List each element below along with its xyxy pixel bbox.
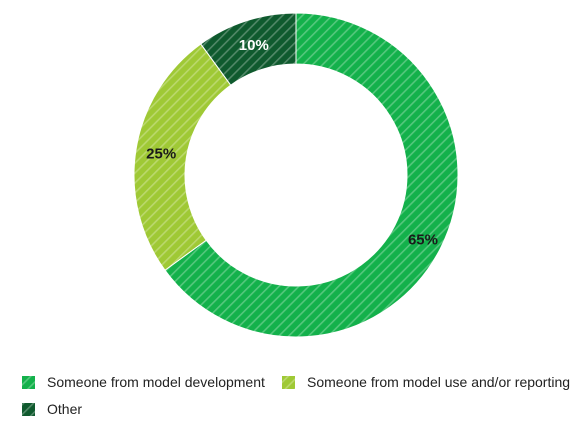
data-label-2: 10% <box>239 37 269 54</box>
slice-other <box>200 12 297 86</box>
legend-swatch-2 <box>22 403 35 416</box>
legend: Someone from model development Someone fr… <box>22 374 570 417</box>
legend-swatch-0 <box>22 376 35 389</box>
legend-label-1: Someone from model use and/or reporting <box>307 374 570 390</box>
data-label-0: 65% <box>408 232 438 249</box>
legend-label-2: Other <box>47 401 82 417</box>
slice-someone-from-model-development <box>164 12 459 338</box>
labels-layer: 65% 25% 10% <box>146 37 438 249</box>
legend-label-0: Someone from model development <box>47 374 265 390</box>
slices-layer <box>133 12 459 338</box>
legend-swatch-1 <box>282 376 295 389</box>
data-label-1: 25% <box>146 146 176 163</box>
